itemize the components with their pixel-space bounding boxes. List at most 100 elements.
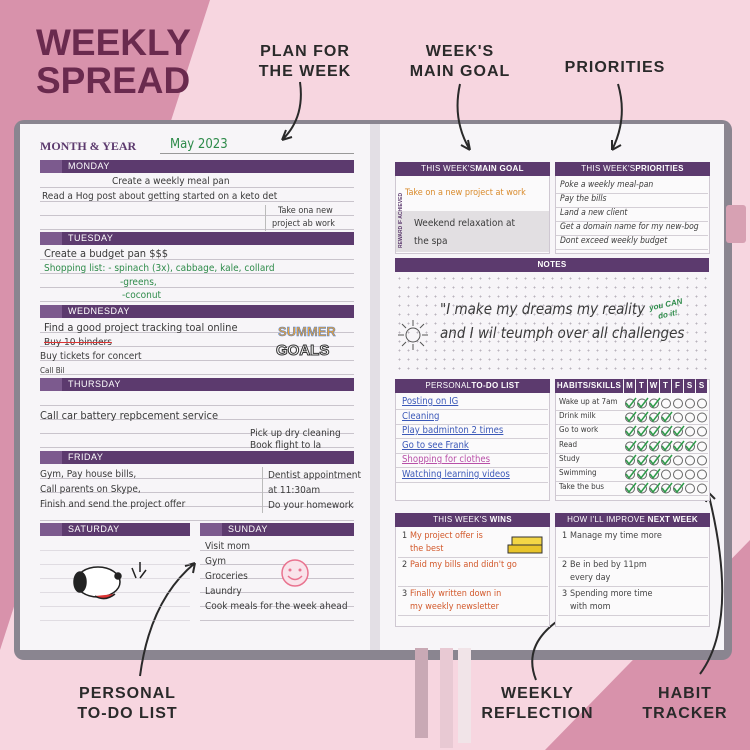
rule xyxy=(556,424,708,426)
entry: -greens, xyxy=(120,277,157,288)
habit-name: Wake up at 7am xyxy=(559,397,618,406)
rule xyxy=(556,495,708,497)
habit-name: Drink milk xyxy=(559,411,596,421)
day-tab xyxy=(40,523,62,536)
entry: Laundry xyxy=(205,586,242,597)
entry: Book flight to la xyxy=(250,440,322,451)
title-line: SPREAD xyxy=(36,60,191,101)
habit-name: Take the bus xyxy=(559,482,605,492)
habit-checks xyxy=(625,454,707,466)
day-name: TUESDAY xyxy=(68,233,114,243)
callout: PLAN FOR THE WEEK xyxy=(245,42,365,82)
header-pre: HOW I'LL IMPROVE xyxy=(567,515,646,524)
day-name: WEDNESDAY xyxy=(68,306,130,316)
header-pre: THIS WEEK'S xyxy=(581,164,636,173)
section-header: PERSONALTO-DO LIST xyxy=(395,379,550,393)
header-main: TO-DO LIST xyxy=(471,381,520,390)
entry: Groceries xyxy=(205,571,248,582)
habit-checks xyxy=(625,468,707,480)
callout-line: REFLECTION xyxy=(481,705,594,722)
day-tab xyxy=(40,378,62,391)
rule xyxy=(556,193,708,194)
sun-doodle xyxy=(398,320,428,350)
rule xyxy=(556,466,708,468)
todo-item: Shopping for clothes xyxy=(402,454,491,465)
ruled-lines xyxy=(40,392,354,448)
section-header: THIS WEEK'S WINS xyxy=(395,513,550,527)
item-text: My project offer is xyxy=(410,531,483,541)
entry: Do your homework xyxy=(268,500,354,511)
divider xyxy=(262,467,263,513)
callout-line: TO-DO LIST xyxy=(77,705,178,722)
item-text: Manage my time more xyxy=(570,531,662,541)
todo-item: Play badminton 2 times xyxy=(402,425,504,436)
callout-line: WEEK'S xyxy=(425,43,495,60)
entry: Create a budget pan $$$ xyxy=(44,247,169,260)
entry: Pick up dry cleaning xyxy=(250,428,341,439)
title-line: WEEKLY xyxy=(36,22,191,63)
callout-line: THE WEEK xyxy=(258,63,352,80)
month-label: MONTH & YEAR xyxy=(40,139,137,153)
day-bar: FRIDAY xyxy=(40,451,354,464)
day-header: T xyxy=(636,379,647,393)
reward-text: Weekend relaxation at xyxy=(414,218,516,229)
rule xyxy=(396,452,548,454)
habit-name: Swimming xyxy=(559,468,597,477)
day-name: THURSDAY xyxy=(68,379,121,389)
day-header: S xyxy=(684,379,695,393)
todo-item: Watching learning videos xyxy=(402,468,510,480)
priorities-box xyxy=(555,162,710,254)
callout-line: TRACKER xyxy=(642,705,728,722)
todo-item: Go to see Frank xyxy=(402,439,469,451)
ruled-lines xyxy=(40,246,354,302)
section-header: HABITS/SKILLS xyxy=(555,379,623,393)
item-number: 2 xyxy=(562,560,568,570)
day-bar: TUESDAY xyxy=(40,232,354,245)
entry: Take ona new xyxy=(278,206,333,216)
reward-text: the spa xyxy=(414,236,448,247)
day-name: MONDAY xyxy=(68,161,110,171)
rule xyxy=(556,410,708,411)
item-number: 3 xyxy=(562,589,568,599)
header-main: WINS xyxy=(489,515,512,524)
sticker: GOALS xyxy=(275,342,330,360)
habit-name: Go to work xyxy=(559,425,599,435)
ruled-lines xyxy=(40,174,354,230)
item-number: 3 xyxy=(402,589,408,599)
ruled-lines xyxy=(200,537,354,621)
header-main: HABITS/SKILLS xyxy=(556,381,622,390)
day-name: FRIDAY xyxy=(68,452,104,462)
item-text: the best xyxy=(410,544,444,554)
reward-label: REWARD IF ACHIEVED xyxy=(398,192,404,248)
callout: HABIT TRACKER xyxy=(635,684,735,724)
item-text: my weekly newsletter xyxy=(410,602,499,612)
rule xyxy=(398,586,548,587)
day-tab xyxy=(40,451,62,464)
item-text: Be in bed by 11pm xyxy=(570,560,647,570)
rule xyxy=(556,235,708,236)
item-text: Spending more time xyxy=(570,589,653,599)
day-header: S xyxy=(696,379,707,393)
header-main: PRIORITIES xyxy=(635,164,684,173)
section-header: THIS WEEK'SMAIN GOAL xyxy=(395,162,550,176)
day-header: W xyxy=(648,379,659,393)
day-name: SUNDAY xyxy=(228,524,268,534)
priority-item: Pay the bills xyxy=(560,194,607,204)
entry: Shopping list: - spinach (3x), cabbage, … xyxy=(44,263,275,274)
rule xyxy=(556,452,708,454)
entry: Visit mom xyxy=(205,541,251,552)
rule xyxy=(396,438,548,439)
habit-name: Read xyxy=(559,439,578,449)
callout-line: HABIT xyxy=(658,685,712,702)
rule xyxy=(558,615,708,616)
habit-checks xyxy=(625,440,707,452)
item-text: every day xyxy=(570,573,611,583)
rule xyxy=(558,557,708,558)
day-header: M xyxy=(624,379,635,393)
entry: Buy tickets for concert xyxy=(40,351,142,362)
entry: Call car battery repbcement service xyxy=(40,409,219,422)
rule xyxy=(396,409,548,410)
item-number: 2 xyxy=(402,560,408,570)
entry: Find a good project tracking toal online xyxy=(44,321,238,334)
callout: WEEK'S MAIN GOAL xyxy=(395,42,525,82)
